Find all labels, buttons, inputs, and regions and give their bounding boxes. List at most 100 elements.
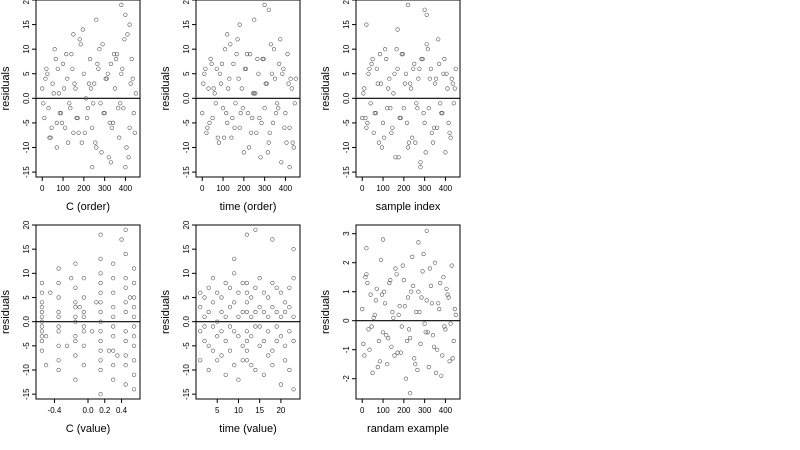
data-point: [236, 334, 241, 339]
data-point: [268, 42, 274, 47]
data-point: [409, 86, 414, 91]
data-point: [373, 110, 378, 116]
data-point: [286, 81, 291, 86]
y-tick-label: -1: [342, 346, 351, 354]
y-tick-label: 5: [342, 71, 351, 76]
data-point: [406, 327, 412, 332]
data-point: [220, 106, 226, 111]
data-point: [61, 86, 67, 91]
y-tick-label: -5: [342, 119, 351, 127]
y-tick-label: 15: [22, 20, 31, 29]
data-point: [223, 372, 228, 377]
x-tick-label: 20: [276, 406, 285, 415]
data-point: [289, 86, 294, 91]
data-point: [59, 120, 65, 125]
data-point: [287, 329, 292, 334]
data-point: [425, 47, 430, 52]
data-point: [377, 51, 383, 57]
data-point: [56, 329, 61, 334]
data-point: [253, 324, 258, 329]
data-point: [364, 246, 369, 251]
data-point: [384, 56, 389, 62]
data-point: [449, 263, 454, 268]
y-tick-label: 1: [342, 289, 351, 294]
data-point: [428, 66, 434, 71]
data-point: [111, 305, 116, 310]
data-point: [56, 280, 61, 286]
data-point: [117, 135, 122, 140]
data-point: [266, 7, 271, 12]
data-point: [451, 338, 456, 344]
data-point: [81, 343, 86, 348]
data-point: [374, 286, 379, 291]
data-point: [365, 120, 370, 125]
data-point: [219, 61, 225, 67]
data-point: [132, 372, 137, 377]
data-point: [109, 125, 114, 130]
y-tick-label: -2: [342, 375, 351, 383]
data-point: [389, 130, 394, 135]
data-point: [254, 130, 259, 135]
data-point: [236, 76, 241, 81]
data-point: [78, 42, 83, 47]
data-point: [405, 295, 411, 300]
data-point: [366, 71, 371, 76]
data-point: [41, 101, 46, 106]
data-point: [246, 145, 252, 150]
data-point: [219, 309, 224, 315]
data-point: [250, 115, 255, 121]
data-point: [285, 51, 290, 57]
data-point: [232, 300, 237, 305]
data-point: [39, 348, 45, 353]
data-point: [123, 353, 128, 358]
data-point: [266, 295, 271, 300]
data-point: [408, 81, 413, 86]
data-point: [415, 106, 420, 111]
y-tick-label: 0.0: [22, 92, 31, 104]
data-point: [384, 333, 389, 338]
y-axis-title: residuals: [320, 289, 332, 334]
data-point: [240, 358, 245, 363]
data-point: [418, 165, 423, 170]
data-point: [403, 71, 409, 76]
data-point: [411, 283, 416, 289]
data-point: [123, 12, 128, 17]
data-point: [448, 135, 453, 140]
data-point: [445, 292, 450, 297]
y-tick-label: 0.0: [182, 316, 191, 328]
data-point: [116, 106, 121, 111]
data-point: [244, 280, 249, 286]
data-point: [123, 309, 128, 315]
data-point: [274, 110, 279, 116]
data-point: [362, 353, 367, 358]
data-point: [287, 367, 292, 373]
data-point: [419, 295, 424, 300]
plot-frame: [35, 224, 141, 400]
y-tick-label: -15: [22, 166, 31, 178]
data-point: [206, 309, 211, 315]
data-point: [236, 314, 241, 319]
data-point: [244, 232, 249, 237]
data-point: [58, 110, 64, 116]
data-point: [293, 76, 298, 81]
data-point: [249, 334, 254, 339]
data-point: [90, 125, 95, 130]
data-point: [202, 324, 207, 329]
panel-4: -0.4 0.0 0.2 0.4 -15 -10 -5 0.0 5 10 15 20 C (value)…: [0, 220, 141, 435]
data-point: [236, 290, 241, 295]
data-point: [132, 280, 137, 286]
data-point: [215, 290, 220, 295]
data-point: [81, 314, 86, 319]
data-point: [364, 22, 369, 27]
data-point: [131, 110, 136, 116]
data-point: [71, 32, 76, 37]
data-point: [292, 101, 297, 106]
data-point: [39, 319, 45, 324]
data-point: [46, 106, 51, 111]
data-point: [95, 61, 100, 67]
data-point: [56, 266, 61, 271]
data-point: [98, 348, 103, 353]
data-point: [410, 135, 415, 140]
data-point: [223, 338, 228, 344]
plot-frame: [355, 0, 461, 178]
